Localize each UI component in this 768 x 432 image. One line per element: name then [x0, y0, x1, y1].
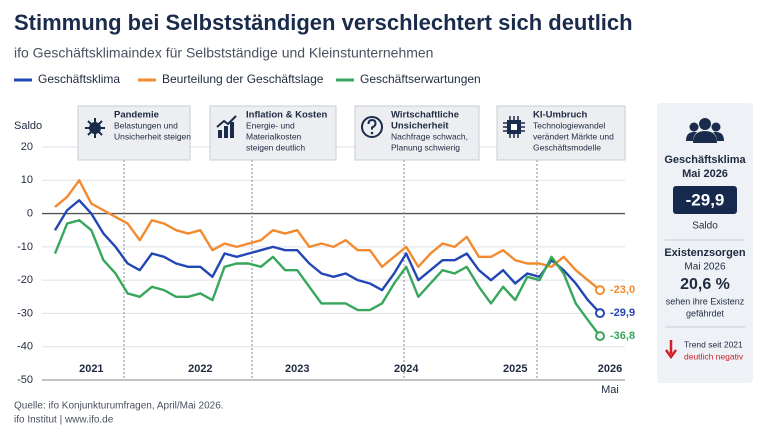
- annotation-icon: [361, 116, 383, 138]
- x-tick-label: 2024: [394, 363, 419, 375]
- people-icon: [686, 118, 724, 143]
- annotation-text: Belastungen und: [114, 120, 178, 130]
- x-tick-label: 2021: [79, 363, 103, 375]
- annotation-text: verändert Märkte und: [533, 131, 614, 141]
- panel-heading: Geschäftsklima: [664, 154, 746, 166]
- value-label: -36,8: [610, 330, 635, 342]
- annotation-box: [354, 105, 480, 161]
- y-tick-label: -10: [17, 241, 33, 253]
- y-axis-label: Saldo: [14, 120, 42, 132]
- trend-value: deutlich negativ: [684, 351, 744, 361]
- y-tick-label: -30: [17, 307, 33, 319]
- x-tick-label: 2025: [503, 363, 527, 375]
- annotation-text: Geschäftsmodelle: [533, 142, 601, 152]
- annotation-icon: [503, 116, 525, 138]
- x-tick-label: 2023: [285, 363, 309, 375]
- panel-caption: gefährdet: [686, 308, 725, 318]
- series-line: [53, 199, 601, 314]
- annotation-title: Inflation & Kosten: [246, 110, 327, 121]
- annotation-text: Materialkosten: [246, 131, 302, 141]
- legend-label: Beurteilung der Geschäftslage: [162, 72, 324, 86]
- y-tick-label: -20: [17, 274, 33, 286]
- annotation-title: Unsicherheit: [391, 121, 449, 132]
- annotation-text: steigen deutlich: [246, 142, 305, 152]
- end-point: [595, 331, 605, 342]
- series-line: [54, 179, 601, 292]
- annotation-title: Pandemie: [114, 110, 159, 121]
- panel-heading: Existenzsorgen: [664, 247, 746, 259]
- panel-caption: sehen ihre Existenz: [666, 296, 745, 306]
- annotation-text: Energie- und: [246, 120, 295, 130]
- y-tick-label: 10: [21, 174, 33, 186]
- annotation-text: Technologiewandel: [533, 120, 605, 130]
- end-point: [595, 308, 605, 319]
- y-tick-label: -50: [17, 374, 33, 386]
- annotation-text: Unsicherheit steigen: [114, 131, 191, 141]
- y-tick-label: 0: [27, 207, 33, 219]
- y-tick-label: 20: [21, 141, 33, 153]
- x-tick-label: 2022: [188, 363, 212, 375]
- chart-title: Stimmung bei Selbstständigen verschlecht…: [14, 10, 633, 35]
- trend-label: Trend seit 2021: [684, 339, 743, 349]
- legend-label: Geschäftsklima: [38, 72, 120, 86]
- chart-subtitle: ifo Geschäftsklimaindex für Selbstständi…: [14, 45, 433, 61]
- annotation-text: Planung schwierig: [391, 142, 460, 152]
- value-label: -29,9: [610, 307, 635, 319]
- source: Quelle: ifo Konjunkturumfragen, April/Ma…: [14, 401, 224, 412]
- x-tick-label: 2026: [598, 363, 622, 375]
- end-point: [595, 285, 605, 296]
- panel-heading: Mai 2026: [682, 168, 728, 180]
- panel-value: -29,9: [686, 190, 725, 209]
- value-box: [673, 186, 737, 214]
- annotation-text: Nachfrage schwach,: [391, 131, 468, 141]
- panel-value: 20,6 %: [680, 276, 730, 293]
- y-tick-label: -40: [17, 341, 33, 353]
- panel-date: Mai 2026: [684, 262, 726, 273]
- trend-arrow: [664, 340, 678, 360]
- legend-label: Geschäftserwartungen: [360, 72, 481, 86]
- source: ifo Institut | www.ifo.de: [14, 415, 114, 426]
- annotation-title: KI-Umbruch: [533, 110, 588, 121]
- annotation-icon: [85, 118, 105, 138]
- panel-caption: Saldo: [692, 221, 718, 232]
- panel: [657, 103, 753, 383]
- series-line: [53, 219, 601, 337]
- value-label: -23,0: [610, 284, 635, 296]
- x-end-note: Mai: [601, 384, 619, 396]
- annotation-icon: [216, 115, 237, 138]
- annotation-title: Wirtschaftliche: [391, 110, 459, 121]
